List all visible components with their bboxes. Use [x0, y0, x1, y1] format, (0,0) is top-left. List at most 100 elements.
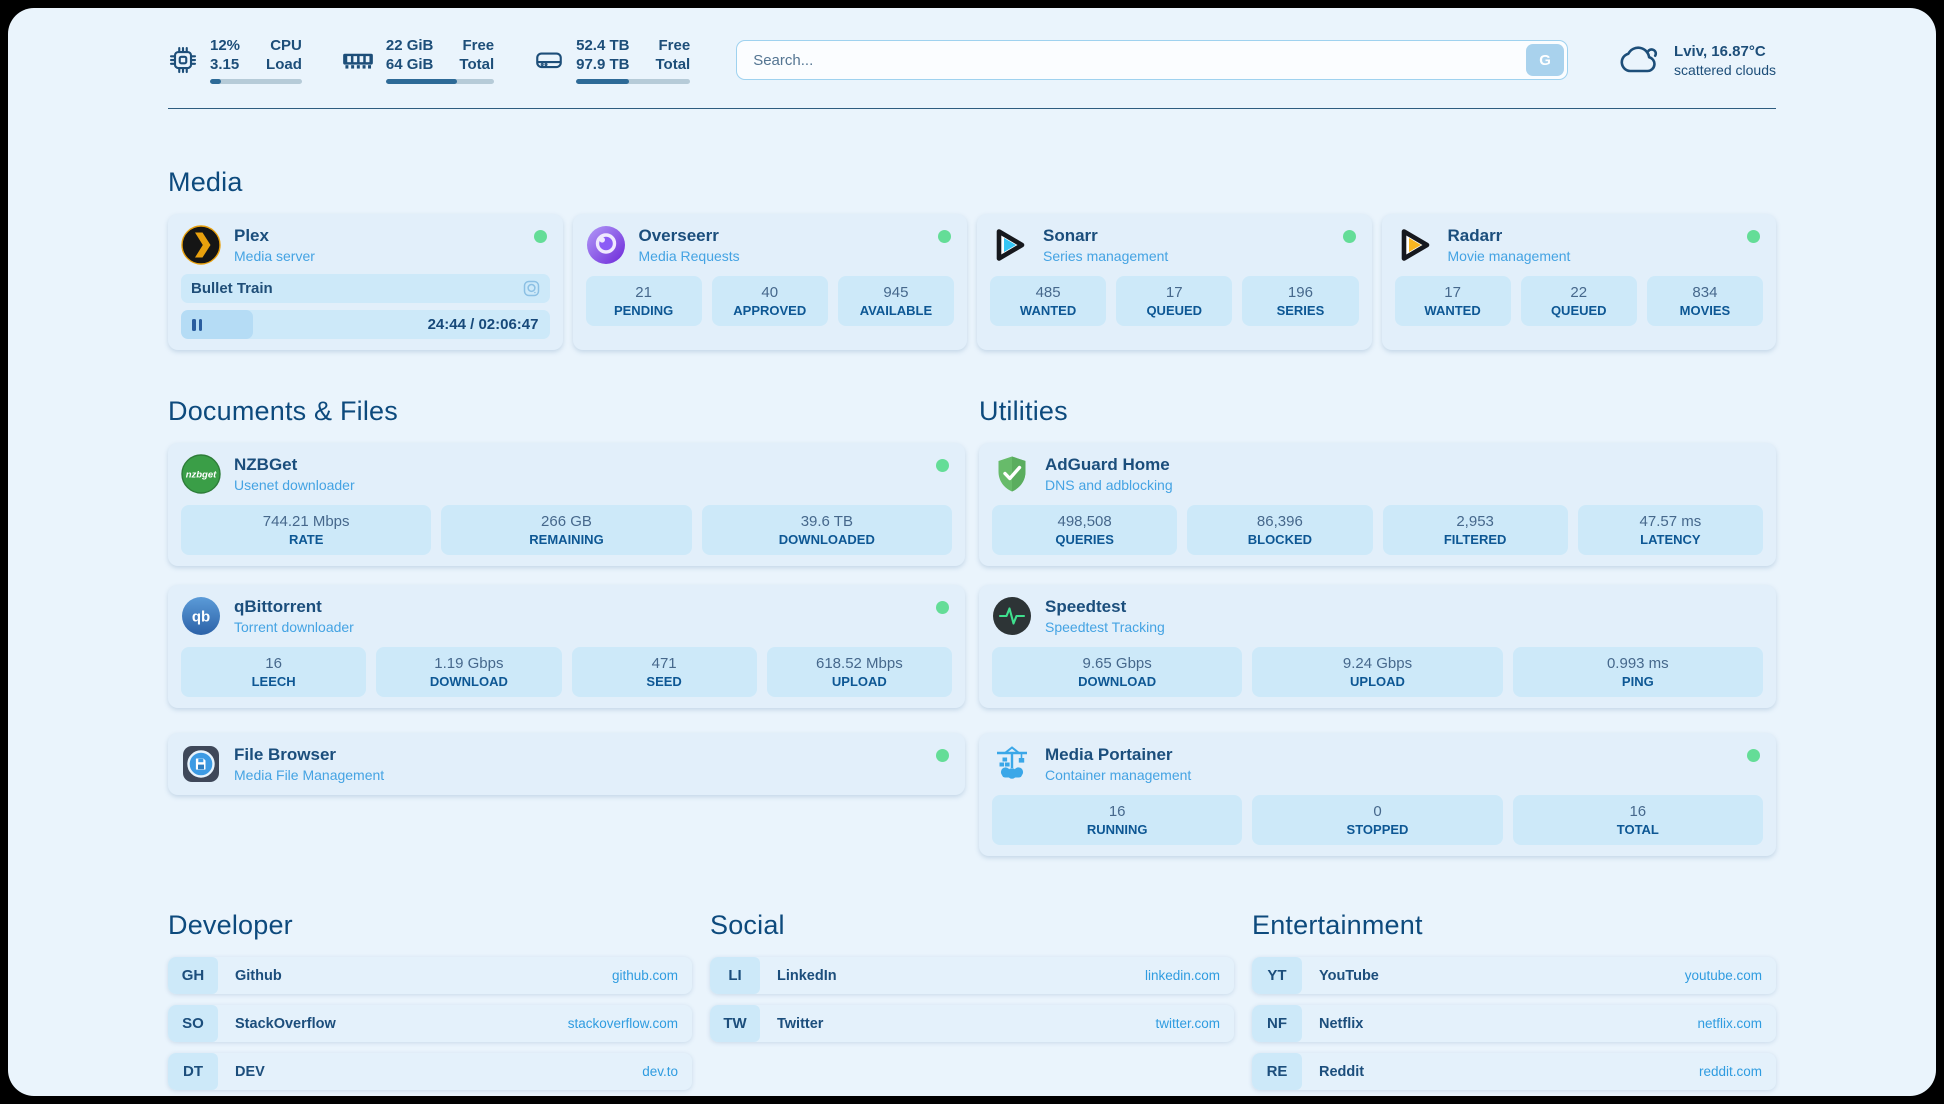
stat-tile-wanted: 485 WANTED — [990, 276, 1107, 326]
section-title-utilities: Utilities — [979, 396, 1068, 426]
stat-tile-seed: 471 SEED — [571, 647, 757, 697]
app-subtitle: Media File Management — [234, 766, 385, 783]
radarr-icon — [1395, 225, 1435, 265]
search-input[interactable] — [736, 40, 1569, 80]
app-card-nzbget[interactable]: nzbget NZBGet Usenet downloader 744.21 M… — [168, 443, 965, 566]
overseerr-icon — [586, 225, 626, 265]
cpu-percent: 12% — [210, 37, 241, 54]
stat-tiles: 16 RUNNING 0 STOPPED 16 TOTAL — [992, 795, 1763, 845]
stat-tile-rate: 744.21 Mbps RATE — [181, 505, 432, 555]
weather-location-temp: Lviv, 16.87°C — [1674, 42, 1766, 60]
cpu-widget: 12% 3.15 CPU Load — [168, 36, 302, 84]
stat-tile-queries: 498,508 QUERIES — [992, 505, 1178, 555]
stat-tile-ping: 0.993 ms PING — [1512, 647, 1763, 697]
stat-tile-downloaded: 39.6 TB DOWNLOADED — [701, 505, 952, 555]
app-card-plex[interactable]: Plex Media server Bullet Train 24:44 / 0 — [168, 214, 563, 350]
svg-text:qb: qb — [192, 609, 210, 626]
app-subtitle: DNS and adblocking — [1045, 476, 1173, 493]
cpu-progress-bar — [210, 79, 302, 84]
bookmark-abbr: GH — [168, 957, 218, 994]
bookmark-twitter[interactable]: TW Twitter twitter.com — [710, 1005, 1234, 1042]
stat-tile-queued: 22 QUEUED — [1520, 276, 1637, 326]
bookmark-url: dev.to — [642, 1064, 678, 1079]
app-card-overseerr[interactable]: Overseerr Media Requests 21 PENDING 40 A… — [572, 214, 967, 350]
disk-labels: Free Total — [655, 37, 691, 73]
bookmark-dev[interactable]: DT DEV dev.to — [168, 1053, 692, 1090]
status-online-dot — [936, 459, 949, 472]
bookmark-github[interactable]: GH Github github.com — [168, 957, 692, 994]
disk-free: 52.4 TB — [576, 37, 630, 54]
stat-tile-movies: 834 MOVIES — [1646, 276, 1764, 326]
app-card-filebrowser[interactable]: File Browser Media File Management — [168, 733, 965, 795]
stat-tile-stopped: 0 STOPPED — [1252, 795, 1503, 845]
app-title: qBittorrent — [234, 596, 322, 616]
stat-tile-total: 16 TOTAL — [1512, 795, 1763, 845]
now-playing-row: Bullet Train — [181, 274, 550, 303]
stat-tile-filtered: 2,953 FILTERED — [1382, 505, 1568, 555]
stat-tiles: 485 WANTED 17 QUEUED 196 SERIES — [990, 276, 1359, 326]
stat-tile-running: 16 RUNNING — [992, 795, 1243, 845]
stat-tile-available: 945 AVAILABLE — [837, 276, 955, 326]
adguard-icon — [992, 454, 1032, 494]
disk-progress-bar — [576, 79, 691, 84]
app-card-adguard[interactable]: AdGuard Home DNS and adblocking 498,508 … — [979, 443, 1776, 566]
section-title-documents: Documents & Files — [168, 396, 398, 426]
app-card-radarr[interactable]: Radarr Movie management 17 WANTED 22 QUE… — [1381, 214, 1776, 350]
cpu-chip-icon — [168, 45, 198, 75]
stat-tile-remaining: 266 GB REMAINING — [441, 505, 692, 555]
app-subtitle: Container management — [1045, 766, 1192, 783]
app-title: File Browser — [234, 744, 337, 764]
bookmark-youtube[interactable]: YT YouTube youtube.com — [1252, 957, 1776, 994]
social-column: Social LI LinkedIn linkedin.com TW Twitt… — [710, 856, 1234, 1096]
cpu-load-avg: 3.15 — [210, 56, 240, 73]
now-playing-title: Bullet Train — [191, 280, 273, 297]
pause-icon — [192, 318, 202, 331]
weather-condition: scattered clouds — [1674, 61, 1776, 78]
bookmark-url: github.com — [611, 968, 678, 983]
section-title-entertainment: Entertainment — [1252, 910, 1423, 940]
stat-tile-download: 1.19 Gbps DOWNLOAD — [376, 647, 562, 697]
qbittorrent-icon: qb — [181, 596, 221, 636]
cpu-labels: CPU Load — [266, 37, 302, 73]
stat-tile-upload: 618.52 Mbps UPLOAD — [766, 647, 952, 697]
app-card-speedtest[interactable]: Speedtest Speedtest Tracking 9.65 Gbps D… — [979, 585, 1776, 708]
app-card-sonarr[interactable]: Sonarr Series management 485 WANTED 17 Q… — [977, 214, 1372, 350]
system-widgets: 12% 3.15 CPU Load — [168, 36, 691, 84]
section-title-developer: Developer — [168, 910, 293, 940]
bookmark-name: Twitter — [777, 1015, 824, 1032]
ram-labels: Free Total — [459, 37, 495, 73]
entertainment-column: Entertainment YT YouTube youtube.com NF … — [1252, 856, 1776, 1096]
top-bar: 12% 3.15 CPU Load — [168, 36, 1776, 84]
header-divider — [168, 108, 1776, 109]
bookmark-stackoverflow[interactable]: SO StackOverflow stackoverflow.com — [168, 1005, 692, 1042]
stat-tile-approved: 40 APPROVED — [711, 276, 828, 326]
bookmark-name: StackOverflow — [235, 1015, 336, 1032]
bookmark-netflix[interactable]: NF Netflix netflix.com — [1252, 1005, 1776, 1042]
bookmark-reddit[interactable]: RE Reddit reddit.com — [1252, 1053, 1776, 1090]
stat-tiles: 16 LEECH 1.19 Gbps DOWNLOAD 471 SEED 618… — [181, 647, 952, 697]
bookmark-abbr: DT — [168, 1053, 218, 1090]
stat-tile-queued: 17 QUEUED — [1116, 276, 1233, 326]
stat-tile-wanted: 17 WANTED — [1394, 276, 1511, 326]
bookmark-abbr: SO — [168, 1005, 218, 1042]
bookmark-url: netflix.com — [1697, 1016, 1762, 1031]
app-card-qbittorrent[interactable]: qb qBittorrent Torrent downloader 16 LEE… — [168, 585, 965, 708]
bookmark-url: stackoverflow.com — [567, 1016, 678, 1031]
stat-tile-upload: 9.24 Gbps UPLOAD — [1252, 647, 1503, 697]
app-title: Media Portainer — [1045, 744, 1173, 764]
status-online-dot — [533, 230, 547, 243]
bookmark-name: LinkedIn — [777, 967, 837, 984]
ram-widget: 22 GiB 64 GiB Free Total — [342, 36, 495, 84]
status-online-dot — [1747, 749, 1760, 762]
stat-tiles: 9.65 Gbps DOWNLOAD 9.24 Gbps UPLOAD 0.99… — [992, 647, 1763, 697]
playback-progress-bar: 24:44 / 02:06:47 — [181, 310, 550, 339]
app-card-portainer[interactable]: Media Portainer Container management 16 … — [979, 733, 1776, 856]
status-online-dot — [1342, 230, 1356, 243]
search-engine-button[interactable]: G — [1526, 44, 1565, 76]
filebrowser-icon — [181, 744, 221, 784]
ram-progress-bar — [385, 79, 495, 84]
bookmark-abbr: LI — [710, 957, 760, 994]
weather-widget: Lviv, 16.87°C scattered clouds — [1618, 42, 1776, 78]
bookmark-linkedin[interactable]: LI LinkedIn linkedin.com — [710, 957, 1234, 994]
bookmark-abbr: YT — [1252, 957, 1302, 994]
